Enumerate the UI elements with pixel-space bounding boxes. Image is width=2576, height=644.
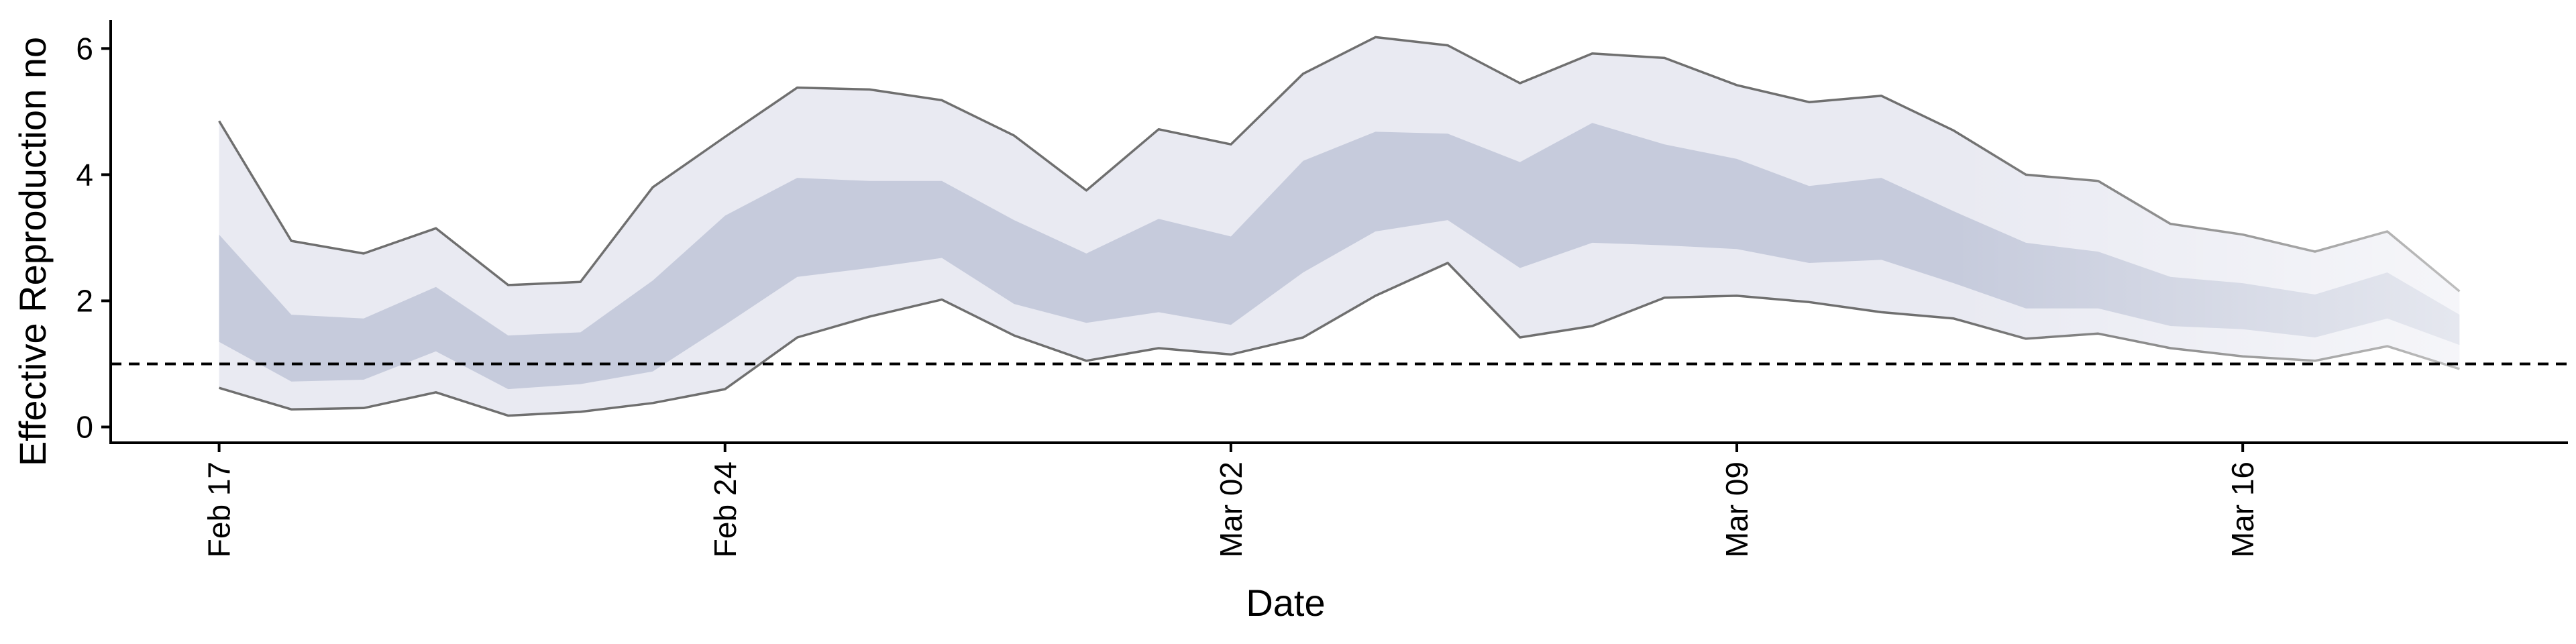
forecast-fade-overlay [1953, 13, 2463, 443]
inner-interval-band [219, 123, 2460, 390]
y-tick-label: 6 [76, 31, 93, 66]
axes [109, 20, 2568, 444]
credible-interval-bands [219, 37, 2460, 416]
y-axis-title: Effective Reproduction no [11, 37, 54, 466]
y-tick-label: 4 [76, 157, 93, 192]
x-tick-label: Mar 16 [2225, 462, 2260, 557]
y-tick-label: 2 [76, 283, 93, 318]
x-tick-label: Feb 17 [202, 462, 237, 557]
x-tick-label: Mar 02 [1214, 462, 1248, 557]
y-axis-ticks: 0 2 4 6 [76, 31, 111, 444]
y-tick-label: 0 [76, 409, 93, 444]
x-tick-label: Feb 24 [708, 462, 743, 557]
x-tick-label: Mar 09 [1719, 462, 1754, 557]
x-axis-title: Date [1246, 582, 1325, 624]
x-axis-ticks: Feb 17 Feb 24 Mar 02 Mar 09 Mar 16 [202, 443, 2260, 557]
